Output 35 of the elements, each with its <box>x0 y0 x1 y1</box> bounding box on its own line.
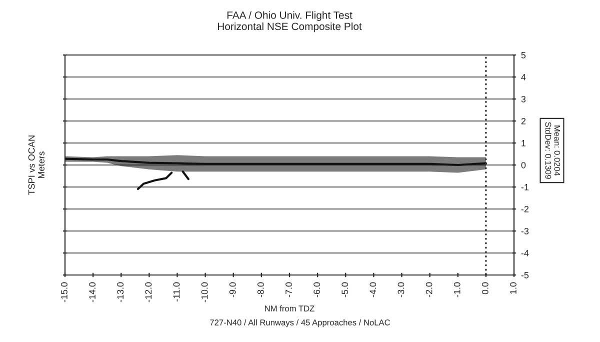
x-tick-label: -2.0 <box>426 282 432 298</box>
chart-title: FAA / Ohio Univ. Flight Test Horizontal NSE Composite Plot <box>218 11 362 32</box>
x-tick-label: -9.0 <box>229 282 236 298</box>
x-tick-label: 1.0 <box>510 282 516 294</box>
text: Mean: 0.0204 StdDev: 0.1309 <box>545 122 560 179</box>
x-tick-label: -15.0 <box>61 282 68 302</box>
x-tick-label: -4.0 <box>370 282 376 298</box>
x-tick-label: 0.0 <box>482 282 488 294</box>
x-tick-label: -13.0 <box>117 282 124 302</box>
x-tick-label: -1.0 <box>454 282 460 298</box>
y-axis-title: TSPI vs OCAN Meters <box>28 136 44 195</box>
x-axis-title: NM from TDZ <box>265 305 314 312</box>
y-tick-label: 2 <box>521 118 526 124</box>
x-tick-label: -3.0 <box>398 282 404 298</box>
y-tick-label: -2 <box>521 206 529 212</box>
y-tick-label: 1 <box>522 140 526 146</box>
x-tick-label: -7.0 <box>286 282 292 298</box>
x-tick-label: -14.0 <box>89 282 96 302</box>
x-tick-label: -8.0 <box>257 282 264 298</box>
y-tick-label: -3 <box>521 228 529 234</box>
x-tick-label: -6.0 <box>314 282 320 298</box>
line-series <box>136 172 173 190</box>
x-tick-label: -11.0 <box>173 282 180 302</box>
x-tick-label: -12.0 <box>145 282 152 302</box>
y-tick-label: 5 <box>521 52 526 58</box>
text: 727-N40 / All Runways / 45 Approaches / NoLAC <box>210 319 390 328</box>
y-tick-label: 4 <box>521 74 526 80</box>
y-tick-label: -1 <box>521 184 529 190</box>
y-tick-label: -4 <box>521 250 529 256</box>
y-tick-label: 3 <box>521 96 526 102</box>
x-tick-label: -10.0 <box>201 282 208 302</box>
x-tick-label: -5.0 <box>342 282 348 298</box>
y-tick-label: 0 <box>521 162 526 168</box>
line-series <box>65 158 487 166</box>
y-tick-label: -5 <box>521 272 529 278</box>
